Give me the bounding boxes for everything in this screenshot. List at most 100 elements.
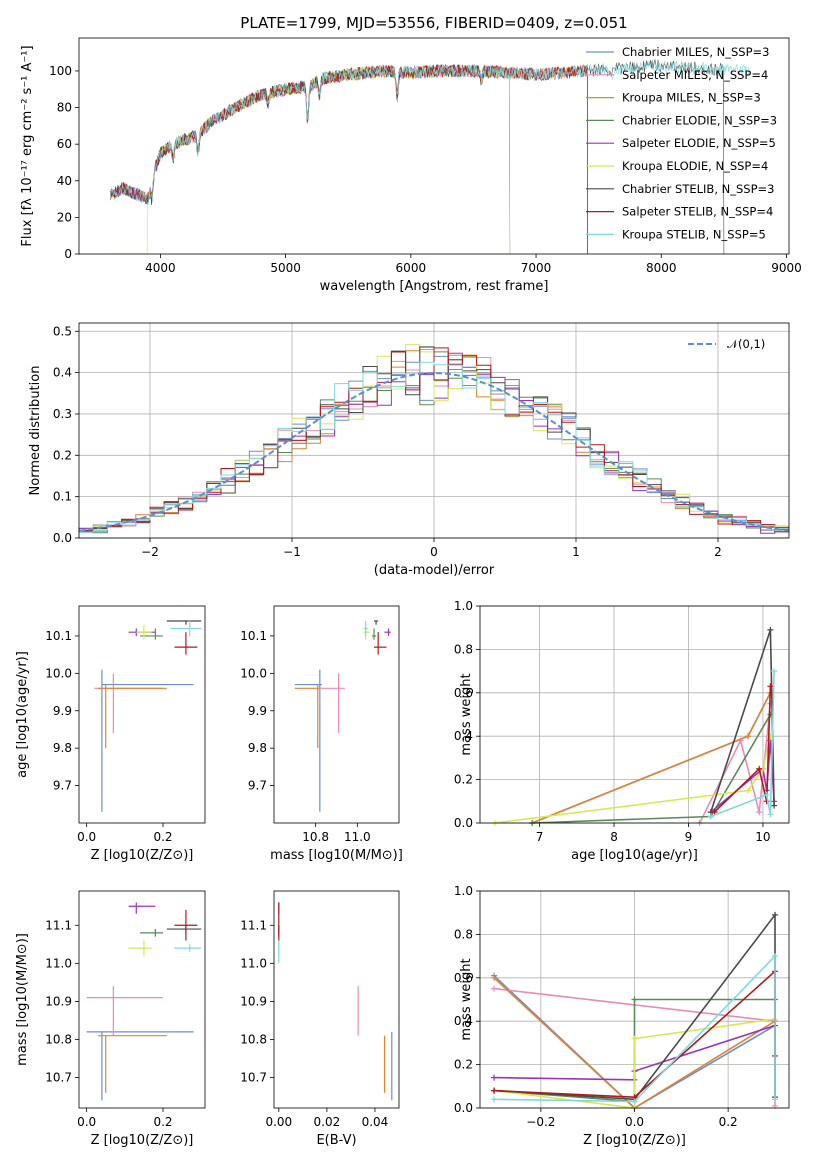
y-tick-label: 11.1 bbox=[240, 918, 267, 932]
x-tick-label: 0.02 bbox=[314, 1115, 341, 1129]
y-tick-label: 10.8 bbox=[45, 1032, 72, 1046]
legend-label: 𝒩(0,1) bbox=[727, 337, 765, 351]
weight-point-marker bbox=[756, 809, 763, 816]
x-tick-label: −1 bbox=[283, 545, 301, 559]
axes-frame bbox=[479, 890, 790, 1109]
y-tick-label: 11.1 bbox=[45, 918, 72, 932]
weight-point-marker bbox=[763, 791, 770, 798]
plot-area bbox=[110, 58, 750, 255]
y-tick-label: 11.0 bbox=[45, 956, 72, 970]
x-tick-label: 0.04 bbox=[362, 1115, 389, 1129]
weight-series-line bbox=[493, 954, 776, 1103]
panel-mass-vs-z: 0.0 0.2 10.7 10.8 10.9 11.0 11.1 Z [log10(Z/Z⊙)… bbox=[15, 890, 206, 1148]
panel-spectrum: 4000 5000 6000 7000 8000 9000 0 20 40 60 80 100 wave… bbox=[20, 37, 802, 294]
y-tick-label: 60 bbox=[57, 137, 72, 151]
weight-point-marker bbox=[767, 683, 774, 690]
x-axis-label: wavelength [Angstrom, rest frame] bbox=[320, 279, 549, 294]
weight-point-marker bbox=[771, 802, 778, 809]
y-tick-label: 40 bbox=[57, 174, 72, 188]
y-tick-label: 10.7 bbox=[45, 1071, 72, 1085]
weight-point-marker bbox=[771, 953, 778, 960]
x-tick-label: 8 bbox=[610, 830, 618, 844]
x-tick-label: 0.0 bbox=[77, 830, 96, 844]
y-tick-label: 9.9 bbox=[248, 704, 267, 718]
y-tick-label: 10.8 bbox=[240, 1032, 267, 1046]
panel-mass-vs-ebv: 0.00 0.02 0.04 10.7 10.8 10.9 11.0 11.1 E(B-V) bbox=[240, 890, 400, 1148]
x-axis-label: Z [log10(Z/Z⊙)] bbox=[91, 1133, 194, 1148]
y-tick-label: 0.5 bbox=[53, 324, 72, 338]
y-tick-label: 10.0 bbox=[240, 666, 267, 680]
y-tick-label: 0.2 bbox=[53, 448, 72, 462]
weight-point-marker bbox=[491, 1074, 498, 1081]
weight-point-marker bbox=[745, 787, 752, 794]
y-tick-label: 0.4 bbox=[454, 1014, 473, 1028]
weight-point-marker bbox=[631, 1098, 638, 1105]
y-tick-label: 0.1 bbox=[53, 490, 72, 504]
y-tick-label: 0.8 bbox=[454, 642, 473, 656]
legend-label: Salpeter STELIB, N_SSP=4 bbox=[622, 205, 773, 219]
axes-frame bbox=[78, 605, 206, 824]
y-tick-label: 0.3 bbox=[53, 407, 72, 421]
weight-point-marker bbox=[745, 733, 752, 740]
x-tick-label: −0.2 bbox=[526, 1115, 555, 1129]
plot-area bbox=[94, 620, 202, 812]
y-axis-label: Normed distribution bbox=[28, 366, 43, 496]
plot-area bbox=[491, 626, 778, 826]
weight-point-marker bbox=[707, 813, 714, 820]
y-tick-label: 9.8 bbox=[53, 741, 72, 755]
x-axis-label: mass [log10(M/M⊙)] bbox=[270, 848, 403, 863]
weight-series-line bbox=[713, 686, 772, 813]
x-tick-label: −2 bbox=[141, 545, 159, 559]
y-tick-label: 10.1 bbox=[45, 629, 72, 643]
y-axis-label: Flux [fλ 10⁻¹⁷ erg cm⁻² s⁻¹ A⁻¹] bbox=[20, 45, 35, 246]
weight-point-marker bbox=[491, 1096, 498, 1103]
weight-point-marker bbox=[767, 811, 774, 818]
x-tick-label: 4000 bbox=[145, 261, 176, 275]
axes-frame bbox=[78, 322, 790, 539]
y-tick-label: 11.0 bbox=[240, 956, 267, 970]
y-tick-label: 0.0 bbox=[454, 1101, 473, 1115]
y-axis-label: mass weight bbox=[459, 673, 474, 755]
weight-point-marker bbox=[771, 911, 778, 918]
spectrum-series-line bbox=[110, 59, 750, 204]
x-tick-label: 5000 bbox=[270, 261, 301, 275]
x-tick-label: 0.0 bbox=[77, 1115, 96, 1129]
y-tick-label: 1.0 bbox=[454, 599, 473, 613]
weight-series-line bbox=[698, 703, 772, 824]
y-tick-label: 0.8 bbox=[454, 927, 473, 941]
legend-label: Kroupa MILES, N_SSP=3 bbox=[622, 91, 761, 105]
panel-weight-vs-age: 7 8 9 10 0.0 0.2 0.4 0.6 0.8 1.0 age [log10(age/yr… bbox=[454, 599, 790, 863]
weight-point-marker bbox=[767, 626, 774, 633]
y-tick-label: 0 bbox=[64, 247, 72, 261]
x-tick-label: 0.2 bbox=[153, 830, 172, 844]
spectrum-series-line bbox=[110, 58, 725, 255]
x-tick-label: 11.0 bbox=[344, 830, 371, 844]
y-tick-label: 10.0 bbox=[45, 666, 72, 680]
panel-age-vs-z: 0.0 0.2 9.7 9.8 9.9 10.0 10.1 Z [log10(Z/Z⊙)] ag… bbox=[15, 605, 206, 863]
panel-age-vs-mass: 10.8 11.0 9.7 9.8 9.9 10.0 10.1 mass [log10(M/M… bbox=[240, 605, 403, 863]
x-tick-label: 9000 bbox=[771, 261, 802, 275]
y-tick-label: 10.1 bbox=[240, 629, 267, 643]
legend-label: Chabrier MILES, N_SSP=3 bbox=[622, 45, 769, 59]
y-tick-label: 0.6 bbox=[454, 686, 473, 700]
weight-series-line bbox=[494, 736, 772, 824]
x-tick-label: 0.2 bbox=[719, 1115, 738, 1129]
plot-area bbox=[294, 620, 391, 812]
weight-point-marker bbox=[491, 985, 498, 992]
x-tick-label: 6000 bbox=[396, 261, 427, 275]
weight-point-marker bbox=[771, 668, 778, 675]
x-tick-label: 9 bbox=[685, 830, 693, 844]
weight-point-marker bbox=[491, 974, 498, 981]
x-tick-label: 7000 bbox=[521, 261, 552, 275]
legend-label: Salpeter MILES, N_SSP=4 bbox=[622, 68, 768, 82]
y-tick-label: 10.7 bbox=[240, 1071, 267, 1085]
legend-label: Chabrier ELODIE, N_SSP=3 bbox=[622, 113, 777, 127]
figure-title: PLATE=1799, MJD=53556, FIBERID=0409, z=0… bbox=[240, 14, 627, 32]
spectrum-series-line bbox=[110, 64, 588, 254]
plot-area bbox=[86, 902, 202, 1101]
y-tick-label: 9.7 bbox=[248, 779, 267, 793]
spectrum-legend: Chabrier MILES, N_SSP=3 Salpeter MILES, N… bbox=[586, 45, 777, 241]
legend-label: Salpeter ELODIE, N_SSP=5 bbox=[622, 136, 776, 150]
y-tick-label: 0.2 bbox=[454, 1058, 473, 1072]
axes-frame bbox=[273, 605, 400, 824]
